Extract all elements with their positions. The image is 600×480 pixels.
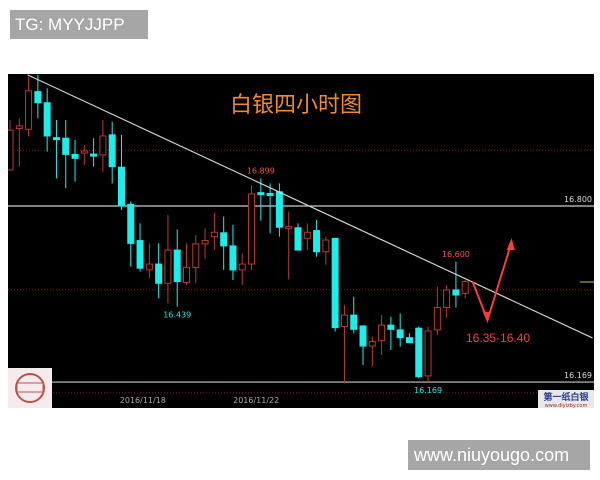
candle-body bbox=[173, 249, 181, 283]
brand-logo bbox=[538, 390, 594, 408]
candle-body bbox=[387, 324, 395, 330]
seal-logo-ring bbox=[15, 373, 45, 403]
candle-body bbox=[415, 327, 423, 378]
candle-body bbox=[71, 153, 79, 159]
candle-body bbox=[145, 263, 153, 271]
candle-body bbox=[52, 137, 60, 141]
candle-body bbox=[127, 203, 135, 244]
brand-logo-text: 第一纸白银 bbox=[543, 391, 589, 403]
website-label: www.niuyougo.com bbox=[408, 440, 590, 470]
candle-body bbox=[15, 125, 23, 129]
seal-logo-mark bbox=[16, 382, 44, 393]
forecast-label: 16.35-16.40 bbox=[466, 331, 530, 345]
candle-body bbox=[43, 102, 51, 137]
candle-body bbox=[359, 325, 367, 347]
candle-body bbox=[303, 231, 311, 239]
candle-body bbox=[396, 329, 404, 339]
candle-body bbox=[183, 266, 191, 283]
candle-body bbox=[285, 226, 293, 230]
candle-body bbox=[452, 289, 460, 296]
candle-body bbox=[433, 307, 441, 331]
candle-body bbox=[155, 263, 163, 284]
candle-body bbox=[201, 240, 209, 245]
candle-body bbox=[331, 237, 339, 329]
candle-body bbox=[350, 314, 358, 330]
candle-body bbox=[378, 324, 386, 342]
price-point-label: 16.439 bbox=[163, 311, 191, 320]
candle-body bbox=[136, 240, 144, 269]
trendline bbox=[27, 74, 593, 339]
candle-body bbox=[220, 232, 228, 247]
forecast-path bbox=[471, 241, 513, 324]
candle-body bbox=[275, 191, 283, 228]
price-point-label: 16.600 bbox=[442, 250, 470, 259]
candle-body bbox=[368, 341, 376, 347]
y-axis-label: 16.800 bbox=[564, 195, 592, 204]
candle-body bbox=[443, 289, 451, 309]
candle-body bbox=[266, 192, 274, 196]
chart-title: 白银四小时图 bbox=[230, 93, 362, 118]
candle-body bbox=[340, 314, 348, 328]
candle-body bbox=[90, 153, 98, 157]
price-point-label: 16.899 bbox=[247, 166, 275, 175]
candle-body bbox=[405, 337, 413, 344]
candle-body bbox=[108, 134, 116, 168]
candle-body bbox=[117, 166, 125, 207]
y-axis-label: 16.169 bbox=[564, 371, 592, 380]
candle-body bbox=[80, 150, 88, 154]
candle-body bbox=[238, 263, 246, 271]
candlestick-chart: 16.800 16.169 2016/11/18 2016/11/22 16.439 16… bbox=[8, 74, 594, 408]
x-tick-label: 2016/11/22 bbox=[233, 396, 279, 405]
candle-body bbox=[424, 330, 432, 377]
forecast-arrow-down-icon bbox=[482, 311, 490, 324]
candle-body bbox=[322, 239, 330, 253]
candle-body bbox=[461, 281, 469, 294]
telegram-contact-label: TG: MYYJJPP bbox=[10, 10, 148, 39]
candle-body bbox=[257, 192, 265, 196]
forecast-arrow-up-icon bbox=[506, 237, 515, 250]
candle-body bbox=[192, 243, 200, 268]
candle-body bbox=[62, 137, 70, 155]
candle-body bbox=[25, 90, 33, 130]
candle-body bbox=[8, 129, 14, 171]
candle-body bbox=[229, 245, 237, 271]
candle-body bbox=[99, 135, 107, 156]
candle-body bbox=[248, 193, 256, 265]
candle-body bbox=[164, 249, 172, 284]
price-point-label: 16.169 bbox=[414, 386, 442, 395]
chart-canvas: 16.800 16.169 2016/11/18 2016/11/22 16.439 16… bbox=[8, 74, 594, 408]
candle-body bbox=[210, 231, 218, 238]
candle-body bbox=[313, 230, 321, 253]
brand-logo-url: www.diyizby.com bbox=[545, 403, 588, 408]
candle-body bbox=[294, 227, 302, 251]
x-tick-label: 2016/11/18 bbox=[120, 396, 166, 405]
candle-body bbox=[34, 91, 42, 104]
